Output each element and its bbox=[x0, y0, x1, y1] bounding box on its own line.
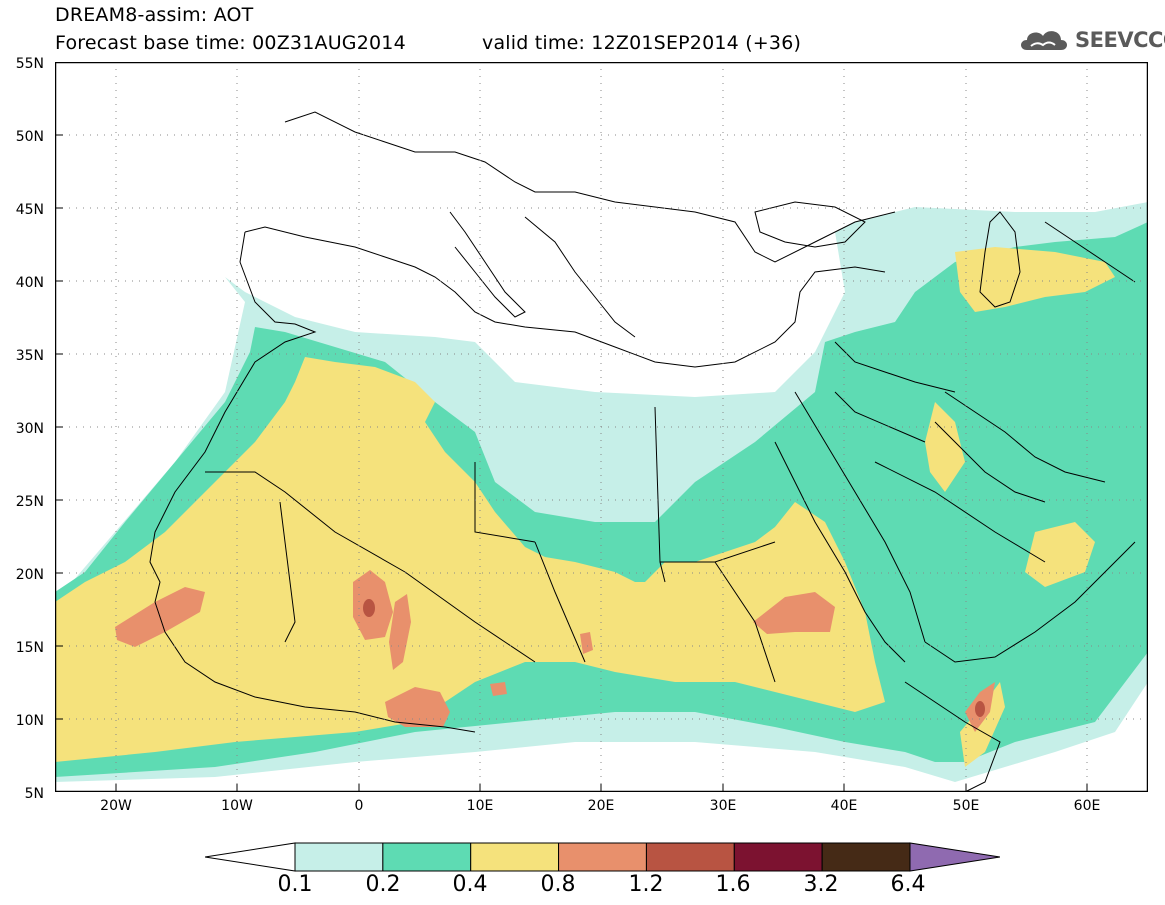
lat-label-35n: 35N bbox=[15, 348, 44, 364]
lat-label-55n: 55N bbox=[15, 56, 44, 72]
aot-band-orange-5 bbox=[753, 592, 835, 634]
colorbar-cell-0 bbox=[294, 842, 384, 872]
aot-map bbox=[55, 62, 1148, 792]
lat-label-5n: 5N bbox=[24, 786, 44, 802]
lat-label-30n: 30N bbox=[15, 421, 44, 437]
aot-peak-somalia bbox=[975, 701, 985, 717]
lon-label-20e: 20E bbox=[587, 798, 615, 814]
valid-time: valid time: 12Z01SEP2014 (+36) bbox=[482, 32, 802, 54]
lat-label-50n: 50N bbox=[15, 129, 44, 145]
colorbar-label-0: 0.1 bbox=[277, 872, 313, 897]
axis-ticks bbox=[55, 134, 1088, 792]
aot-band-yellow bbox=[55, 357, 885, 762]
colorbar-label-4: 1.2 bbox=[628, 872, 664, 897]
lon-label-40e: 40E bbox=[830, 798, 858, 814]
seevccc-logo: SEEVCCC bbox=[1017, 24, 1165, 58]
colorbar-cell-6 bbox=[821, 842, 911, 872]
chart-title: DREAM8-assim: AOT bbox=[55, 4, 254, 26]
lat-label-40n: 40N bbox=[15, 275, 44, 291]
aot-peak-mali bbox=[363, 599, 375, 617]
lon-label-60e: 60E bbox=[1073, 798, 1101, 814]
lat-label-15n: 15N bbox=[15, 640, 44, 656]
colorbar-label-5: 1.6 bbox=[715, 872, 751, 897]
colorbar-cell-5 bbox=[733, 842, 823, 872]
lat-label-45n: 45N bbox=[15, 202, 44, 218]
colorbar-cell-4 bbox=[645, 842, 735, 872]
lon-label-50e: 50E bbox=[952, 798, 980, 814]
colorbar-label-7: 6.4 bbox=[890, 872, 926, 897]
cloud-icon bbox=[1021, 31, 1067, 50]
lon-label-30e: 30E bbox=[709, 798, 737, 814]
aot-band-yellow-gulf bbox=[925, 402, 965, 492]
colorbar-cell-3 bbox=[558, 842, 647, 872]
colorbar-high-arrow bbox=[909, 842, 1000, 872]
aot-band-orange-4 bbox=[385, 687, 450, 727]
colorbar-low-arrow bbox=[205, 842, 296, 872]
aot-band-orange-3 bbox=[389, 594, 411, 670]
logo-text: SEEVCCC bbox=[1075, 28, 1165, 52]
colorbar-cell-2 bbox=[470, 842, 560, 872]
aot-band-yellow-arabia bbox=[1025, 522, 1095, 587]
lat-label-10n: 10N bbox=[15, 713, 44, 729]
aot-band-orange-7 bbox=[580, 632, 593, 654]
colorbar-label-1: 0.2 bbox=[365, 872, 401, 897]
lon-label-10w: 10W bbox=[221, 798, 253, 814]
aot-band-yellow-somalia bbox=[960, 682, 1005, 767]
lon-label-20w: 20W bbox=[100, 798, 132, 814]
forecast-base-time: Forecast base time: 00Z31AUG2014 bbox=[55, 32, 406, 54]
aot-band-orange-8 bbox=[490, 682, 507, 696]
aot-band-yellow-east bbox=[955, 247, 1115, 312]
lat-label-20n: 20N bbox=[15, 567, 44, 583]
lat-label-25n: 25N bbox=[15, 494, 44, 510]
lon-label-0: 0 bbox=[354, 798, 364, 814]
colorbar-label-3: 0.8 bbox=[540, 872, 576, 897]
colorbar-label-2: 0.4 bbox=[452, 872, 488, 897]
colorbar bbox=[205, 842, 1000, 872]
grid-lines bbox=[55, 62, 1148, 792]
colorbar-cell-1 bbox=[382, 842, 472, 872]
colorbar-label-6: 3.2 bbox=[803, 872, 839, 897]
coastlines bbox=[149, 111, 1136, 792]
lon-label-10e: 10E bbox=[466, 798, 494, 814]
